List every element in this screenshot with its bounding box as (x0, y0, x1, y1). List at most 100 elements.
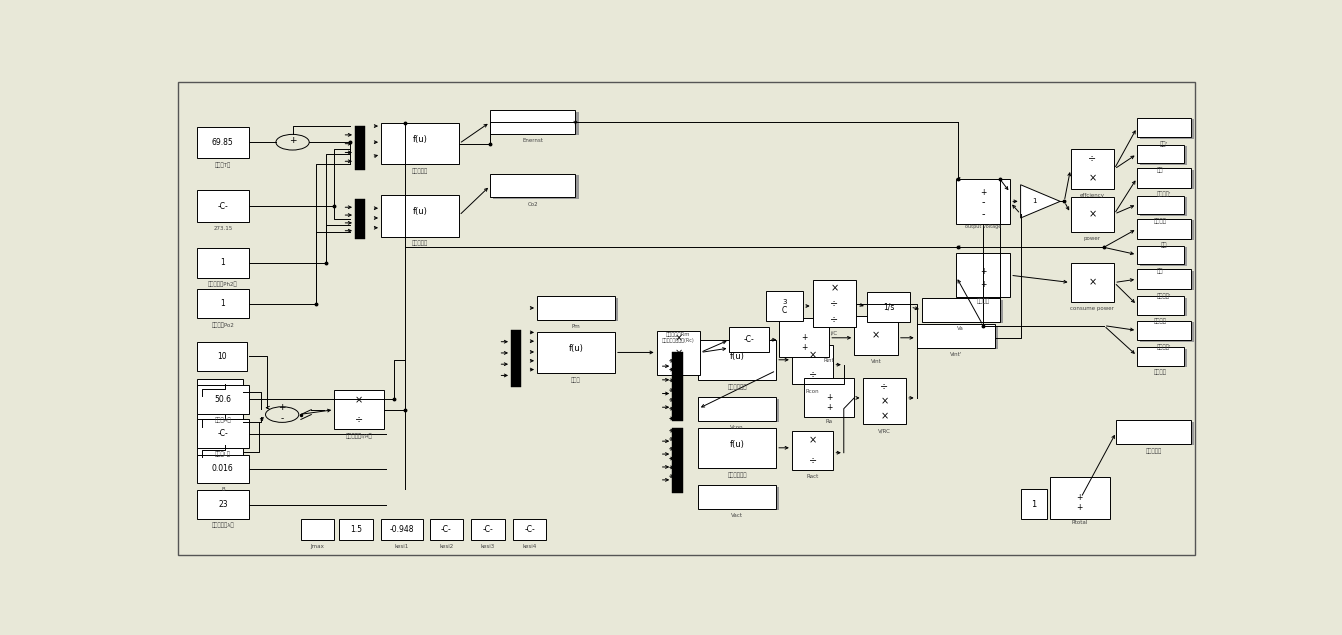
Text: +: + (827, 403, 832, 412)
Bar (197, 455, 248, 483)
Text: Vint: Vint (871, 359, 882, 364)
Bar (1071, 263, 1114, 302)
Text: effciency: effciency (1080, 193, 1104, 198)
Text: 3: 3 (782, 299, 786, 305)
Text: 消耗功率': 消耗功率' (1157, 293, 1172, 298)
Bar (1137, 117, 1192, 137)
Bar (1141, 247, 1188, 266)
Bar (780, 318, 829, 358)
Text: 输出电压': 输出电压' (1157, 344, 1172, 350)
Text: +: + (801, 343, 808, 352)
Text: 活化极化方程: 活化极化方程 (727, 472, 747, 478)
Bar (197, 190, 248, 222)
Bar (792, 345, 833, 384)
Text: 电流: 电流 (1161, 243, 1168, 248)
Text: 氢气压力（Ph2）: 氢气压力（Ph2） (208, 282, 238, 287)
Text: Enernst: Enernst (522, 138, 544, 144)
Text: C: C (782, 307, 788, 316)
Text: 1: 1 (1031, 500, 1036, 509)
Bar (381, 123, 459, 164)
Text: -C-: -C- (442, 525, 452, 534)
Text: 23: 23 (217, 500, 228, 509)
Text: 消耗功率: 消耗功率 (1154, 319, 1168, 324)
Text: kesi4: kesi4 (522, 544, 537, 549)
Text: 1/s: 1/s (883, 302, 894, 312)
Bar (340, 519, 373, 540)
Text: 273.15: 273.15 (213, 226, 232, 231)
Bar (381, 519, 423, 540)
Text: 输出功率: 输出功率 (1154, 218, 1168, 224)
Text: f(u): f(u) (412, 135, 427, 144)
Bar (698, 428, 776, 469)
Bar (301, 519, 334, 540)
Text: 等效膜阻抗Rm: 等效膜阻抗Rm (666, 332, 691, 337)
Bar (1141, 220, 1194, 240)
Bar (1137, 269, 1192, 289)
Bar (471, 519, 505, 540)
Bar (537, 332, 615, 373)
Text: +: + (1076, 493, 1083, 502)
Bar (698, 485, 776, 509)
Text: 电阻率: 电阻率 (572, 378, 581, 383)
Text: ×: × (872, 330, 880, 340)
Bar (656, 331, 701, 375)
Bar (698, 340, 776, 380)
Text: V/RC: V/RC (878, 429, 891, 434)
Text: B: B (221, 487, 224, 492)
Bar (1071, 197, 1114, 232)
Text: ÷: ÷ (831, 298, 839, 309)
Text: Vact: Vact (731, 513, 743, 518)
Bar (1137, 145, 1184, 163)
Bar (702, 487, 780, 511)
Bar (539, 298, 619, 321)
Text: ÷: ÷ (674, 363, 683, 373)
Bar (917, 324, 994, 347)
Text: ÷: ÷ (880, 380, 888, 391)
Text: Vint': Vint' (949, 352, 962, 357)
Text: 1.5: 1.5 (350, 525, 362, 534)
Text: 温度（T）: 温度（T） (215, 163, 231, 168)
Bar (197, 342, 247, 371)
Bar (804, 378, 854, 417)
Bar (197, 379, 243, 404)
Text: Va: Va (957, 326, 964, 331)
Text: 输出电压: 输出电压 (1154, 370, 1168, 375)
Bar (730, 327, 769, 352)
Text: power: power (1084, 236, 1100, 241)
Text: ×: × (356, 395, 364, 405)
Text: 电流: 电流 (1157, 269, 1164, 274)
Bar (1141, 197, 1188, 215)
Text: Rcon: Rcon (805, 389, 820, 394)
Text: ×: × (1088, 173, 1096, 184)
Text: 1: 1 (1032, 198, 1036, 204)
Bar (429, 519, 463, 540)
Text: ×: × (1088, 277, 1096, 288)
Text: +: + (980, 188, 986, 197)
Text: Co2: Co2 (527, 202, 538, 207)
Text: 69.85: 69.85 (212, 138, 234, 147)
Text: kesi3: kesi3 (480, 544, 495, 549)
Text: consume power: consume power (1071, 307, 1114, 311)
Text: f(u): f(u) (569, 344, 584, 353)
Bar (1071, 149, 1114, 189)
Bar (197, 126, 248, 158)
Text: 总等效内阻: 总等效内阻 (1146, 448, 1162, 453)
Text: 膜的等效接触电阻(Rc): 膜的等效接触电阻(Rc) (662, 338, 695, 343)
Text: output voltage: output voltage (965, 224, 1001, 229)
Text: -: - (981, 209, 985, 219)
Text: +: + (289, 137, 297, 145)
Text: ÷: ÷ (1088, 154, 1096, 164)
Text: 输出功率': 输出功率' (1157, 192, 1172, 197)
Text: -: - (981, 197, 985, 208)
Text: i/C: i/C (831, 331, 837, 336)
Bar (766, 291, 804, 321)
Text: f(u): f(u) (730, 352, 745, 361)
Bar (334, 390, 384, 429)
Text: ×: × (880, 396, 888, 406)
Text: -C-: -C- (525, 525, 535, 534)
Text: 膜厚（L）: 膜厚（L） (215, 452, 231, 457)
Text: +: + (827, 394, 832, 403)
Text: 50.6: 50.6 (215, 395, 231, 404)
Text: -C-: -C- (743, 335, 754, 344)
Bar (494, 112, 578, 135)
